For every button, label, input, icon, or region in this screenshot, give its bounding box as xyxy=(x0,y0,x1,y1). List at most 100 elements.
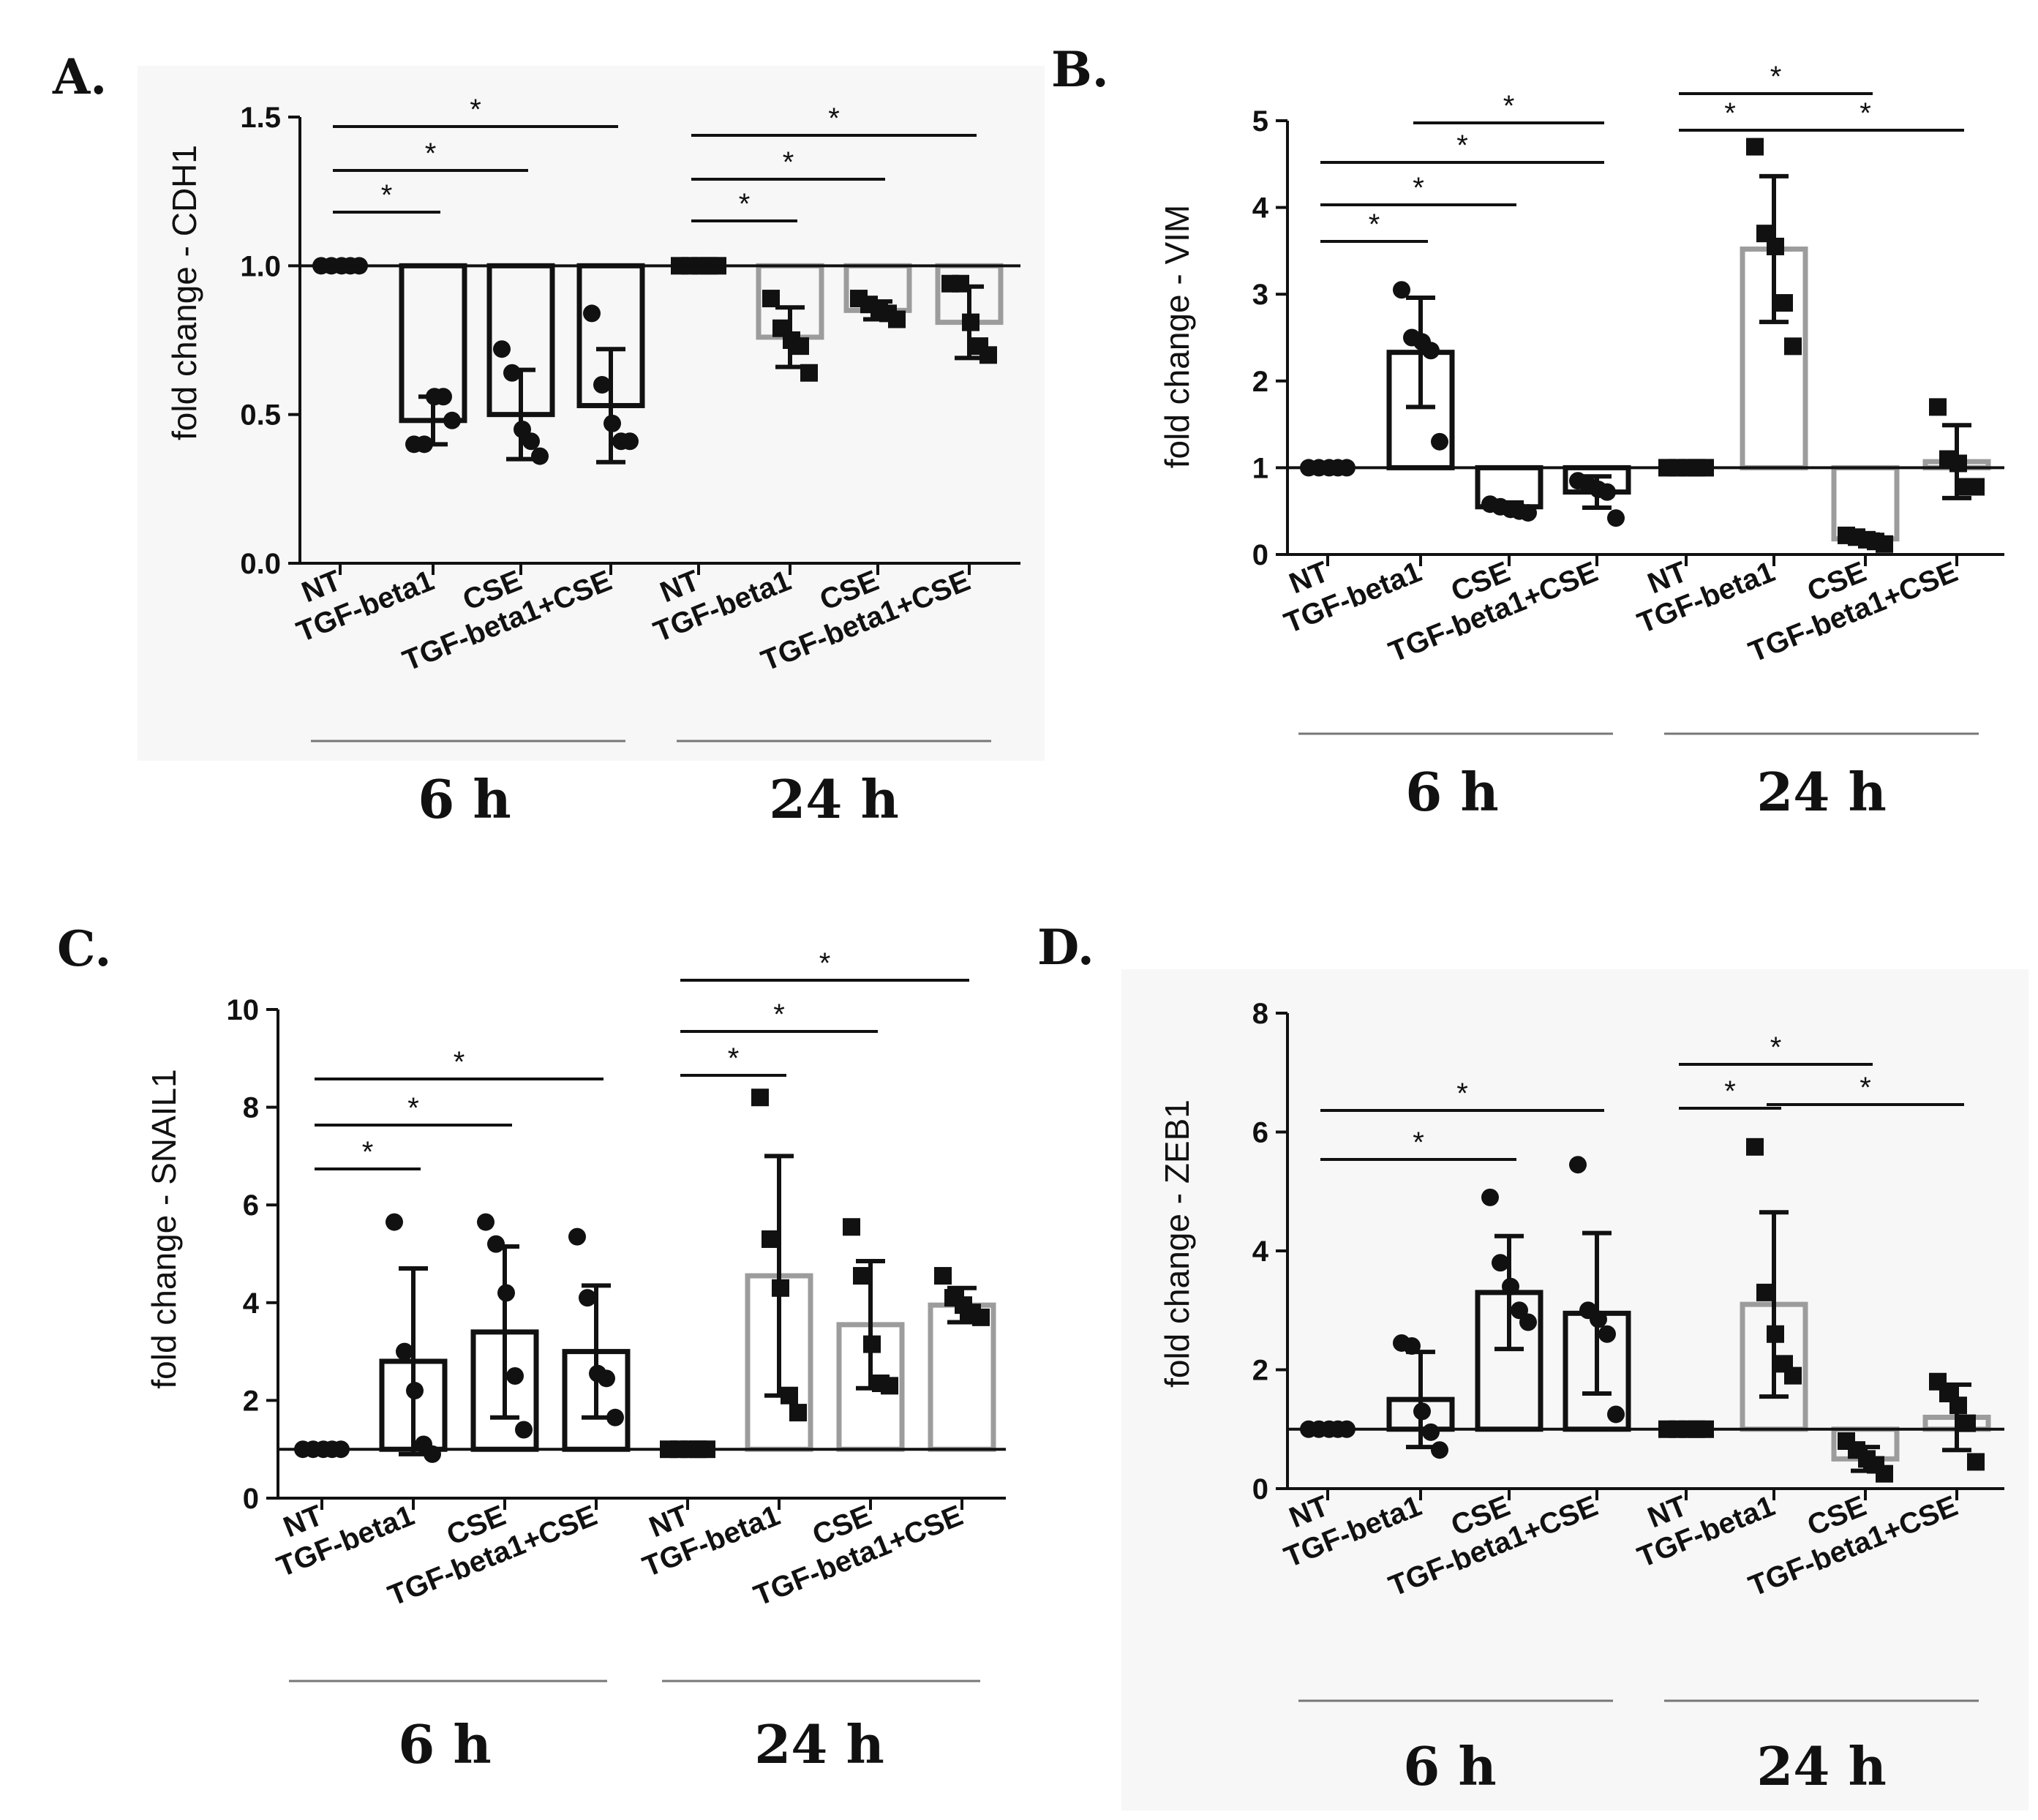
significance-star: * xyxy=(1724,1075,1736,1108)
data-point xyxy=(1492,1254,1509,1272)
time-label: 24 h xyxy=(1756,1735,1887,1797)
y-tick-label: 1.5 xyxy=(240,102,281,134)
y-tick-label: 4 xyxy=(1252,1236,1269,1268)
y-tick-label: 8 xyxy=(243,1092,259,1124)
data-point xyxy=(1756,1283,1774,1301)
y-tick-label: 0 xyxy=(1252,1473,1268,1505)
significance-star: * xyxy=(1770,61,1782,93)
data-point xyxy=(506,1367,524,1385)
data-point xyxy=(853,1267,871,1285)
y-tick-label: 1.0 xyxy=(240,250,281,282)
data-point xyxy=(621,432,639,451)
data-point xyxy=(1784,337,1802,356)
data-point xyxy=(762,1230,779,1248)
data-point xyxy=(843,1218,860,1236)
significance-star: * xyxy=(773,999,785,1031)
data-point xyxy=(772,1279,789,1297)
y-tick-label: 0.5 xyxy=(240,399,281,432)
data-point xyxy=(1598,483,1616,501)
panel-letter: A. xyxy=(52,48,107,105)
data-point xyxy=(1519,1313,1537,1331)
data-point xyxy=(1481,1188,1499,1206)
time-label: 6 h xyxy=(418,768,511,830)
time-label: 6 h xyxy=(398,1713,492,1775)
data-point xyxy=(493,340,511,358)
data-point xyxy=(1598,1325,1616,1343)
data-point xyxy=(583,304,601,323)
data-point xyxy=(406,1382,424,1400)
y-tick-label: 0 xyxy=(243,1483,259,1515)
data-point xyxy=(515,1421,533,1439)
data-point xyxy=(435,388,452,406)
y-tick-label: 2 xyxy=(243,1385,259,1417)
data-point xyxy=(568,1227,586,1246)
data-point xyxy=(1949,454,1967,473)
significance-star: * xyxy=(1503,90,1515,122)
bar xyxy=(928,1302,996,1452)
panel-letter: C. xyxy=(57,920,111,977)
data-point xyxy=(1607,509,1625,527)
y-axis-label: fold change - SNAIL1 xyxy=(145,1069,183,1388)
data-point xyxy=(1767,1325,1784,1343)
data-point xyxy=(1413,1402,1431,1421)
significance-star: * xyxy=(454,1046,465,1078)
data-point xyxy=(789,1404,807,1422)
data-point xyxy=(1876,535,1893,553)
time-label: 24 h xyxy=(1756,761,1887,823)
data-point xyxy=(863,1335,881,1353)
y-tick-label: 2 xyxy=(1252,1355,1268,1387)
significance-star: * xyxy=(1369,208,1380,241)
significance-star: * xyxy=(381,179,393,211)
y-tick-label: 1 xyxy=(1252,452,1268,484)
data-point xyxy=(522,432,540,451)
time-label: 6 h xyxy=(1403,1735,1497,1797)
y-tick-label: 6 xyxy=(243,1189,259,1222)
data-point xyxy=(1403,1337,1421,1355)
data-point xyxy=(503,364,521,382)
significance-star: * xyxy=(1413,172,1424,204)
data-point xyxy=(1393,281,1410,299)
panel-d-background xyxy=(1121,969,2028,1810)
data-point xyxy=(1746,1138,1764,1156)
y-tick-label: 0 xyxy=(1252,539,1268,571)
data-point xyxy=(962,313,979,331)
time-label: 24 h xyxy=(769,768,899,830)
data-point xyxy=(1607,1405,1625,1424)
y-tick-label: 2 xyxy=(1252,366,1268,398)
chart-panel-c: C.fold change - SNAIL10246810NTTGF-beta1… xyxy=(57,920,1006,1775)
y-tick-label: 3 xyxy=(1252,279,1268,311)
data-point xyxy=(598,1369,615,1388)
significance-star: * xyxy=(783,146,794,178)
y-tick-label: 8 xyxy=(1252,998,1268,1030)
significance-star: * xyxy=(1770,1031,1782,1064)
data-point xyxy=(579,1289,596,1307)
data-point xyxy=(972,1308,990,1326)
data-point xyxy=(1784,1366,1802,1385)
data-point xyxy=(396,1342,413,1361)
significance-star: * xyxy=(407,1092,419,1124)
panel-letter: D. xyxy=(1037,919,1094,976)
data-point xyxy=(1876,1464,1893,1483)
y-tick-label: 4 xyxy=(1252,192,1269,225)
data-point xyxy=(1775,294,1793,312)
data-point xyxy=(1519,504,1537,522)
y-tick-label: 0.0 xyxy=(240,548,281,580)
y-tick-label: 10 xyxy=(227,994,260,1026)
significance-star: * xyxy=(470,94,481,126)
significance-star: * xyxy=(1860,97,1871,129)
significance-star: * xyxy=(1456,129,1468,162)
data-point xyxy=(1590,1310,1607,1328)
significance-star: * xyxy=(1724,97,1736,129)
data-point xyxy=(781,1386,798,1405)
data-point xyxy=(751,1088,769,1107)
data-point xyxy=(606,1408,624,1426)
time-label: 24 h xyxy=(754,1713,884,1775)
significance-star: * xyxy=(828,102,840,135)
significance-star: * xyxy=(362,1136,374,1168)
data-point xyxy=(979,346,997,364)
data-point xyxy=(593,376,611,394)
data-point xyxy=(603,414,621,432)
y-axis-label: fold change - VIM xyxy=(1158,205,1196,469)
